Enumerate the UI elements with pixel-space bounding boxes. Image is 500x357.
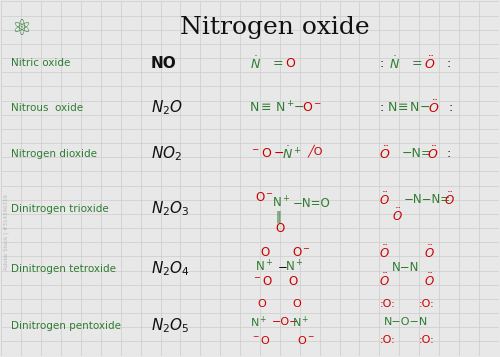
Text: N: N xyxy=(388,101,398,114)
Text: =: = xyxy=(412,57,422,70)
Text: $N_2O_4$: $N_2O_4$ xyxy=(150,260,190,278)
Text: −O−: −O− xyxy=(272,317,299,327)
Text: $\ddot{O}$: $\ddot{O}$ xyxy=(444,191,454,208)
Text: $\ddot{O}$: $\ddot{O}$ xyxy=(424,245,435,261)
Text: ╱O: ╱O xyxy=(307,144,322,157)
Text: $\ddot{O}$: $\ddot{O}$ xyxy=(424,55,436,72)
Text: $\ddot{O}$: $\ddot{O}$ xyxy=(426,145,438,162)
Text: N$^+$: N$^+$ xyxy=(255,260,274,275)
Text: N$^+$: N$^+$ xyxy=(275,100,294,115)
Text: O$^-$: O$^-$ xyxy=(292,246,312,260)
Text: Dinitrogen tetroxide: Dinitrogen tetroxide xyxy=(12,264,117,274)
Text: $^-$O: $^-$O xyxy=(251,334,271,346)
Text: Nitrous  oxide: Nitrous oxide xyxy=(12,103,84,113)
Text: N$^+$: N$^+$ xyxy=(272,196,291,211)
Text: :: : xyxy=(449,101,453,114)
Text: N: N xyxy=(410,101,420,114)
Text: :O:: :O: xyxy=(380,299,395,309)
Text: Dinitrogen trioxide: Dinitrogen trioxide xyxy=(12,203,109,213)
Text: :: : xyxy=(446,147,450,160)
Text: Adobe Stock | #314346316: Adobe Stock | #314346316 xyxy=(4,193,10,270)
Text: −: − xyxy=(294,101,304,114)
Text: O: O xyxy=(285,57,294,70)
Text: Nitrogen dioxide: Nitrogen dioxide xyxy=(12,149,98,159)
Text: O: O xyxy=(288,275,298,288)
Text: O$^-$: O$^-$ xyxy=(302,101,322,114)
Text: $\ddot{O}$: $\ddot{O}$ xyxy=(380,191,390,208)
Text: $N_2O_5$: $N_2O_5$ xyxy=(150,316,189,335)
Text: $\dot{N}$: $\dot{N}$ xyxy=(389,55,400,72)
Text: N−O−N: N−O−N xyxy=(384,317,428,327)
Text: :O:: :O: xyxy=(419,299,435,309)
Text: −: − xyxy=(278,261,287,273)
Text: Nitric oxide: Nitric oxide xyxy=(12,59,70,69)
Text: ≡: ≡ xyxy=(398,101,408,114)
Text: :: : xyxy=(380,101,384,114)
Text: $\ddot{O}$: $\ddot{O}$ xyxy=(428,99,440,116)
Text: −N=O: −N=O xyxy=(292,197,330,210)
Text: O: O xyxy=(258,299,266,309)
Text: :: : xyxy=(446,57,450,70)
Text: −: − xyxy=(420,101,430,114)
Text: :: : xyxy=(380,57,384,70)
Text: $^-$O: $^-$O xyxy=(252,275,274,288)
Text: $\ddot{O}$: $\ddot{O}$ xyxy=(424,273,435,290)
Text: N−N: N−N xyxy=(392,261,419,273)
Text: $\ddot{O}$: $\ddot{O}$ xyxy=(392,207,402,224)
Text: $N_2O_3$: $N_2O_3$ xyxy=(150,199,189,218)
Text: Dinitrogen pentoxide: Dinitrogen pentoxide xyxy=(12,321,122,331)
Text: NO: NO xyxy=(150,56,176,71)
Text: O: O xyxy=(276,222,285,235)
Text: Nitrogen oxide: Nitrogen oxide xyxy=(180,16,370,39)
Text: −N=: −N= xyxy=(402,147,432,160)
Text: =: = xyxy=(272,57,283,70)
Text: N$^+$: N$^+$ xyxy=(292,314,310,330)
Text: −N−N=: −N−N= xyxy=(404,193,452,206)
Text: N$^+$: N$^+$ xyxy=(285,260,304,275)
Text: O: O xyxy=(260,246,269,260)
Text: $\dot{N}$$^+$: $\dot{N}$$^+$ xyxy=(282,145,302,162)
Text: ≡: ≡ xyxy=(261,101,272,114)
Text: $\ddot{O}$: $\ddot{O}$ xyxy=(380,273,390,290)
Text: ⚛: ⚛ xyxy=(12,19,32,39)
Text: ‖: ‖ xyxy=(276,211,281,224)
Text: −: − xyxy=(274,147,284,160)
Text: N$^+$: N$^+$ xyxy=(250,314,268,330)
Text: O: O xyxy=(292,299,301,309)
Text: :O:: :O: xyxy=(380,335,395,345)
Text: O$^-$: O$^-$ xyxy=(255,191,274,205)
Text: $\dot{N}$: $\dot{N}$ xyxy=(250,55,261,72)
Text: $NO_2$: $NO_2$ xyxy=(150,144,182,163)
Text: $N_2O$: $N_2O$ xyxy=(150,98,182,117)
Text: O$^-$: O$^-$ xyxy=(297,334,315,346)
Text: $^-$O: $^-$O xyxy=(250,147,272,160)
Text: :O:: :O: xyxy=(419,335,435,345)
Text: $\ddot{O}$: $\ddot{O}$ xyxy=(380,245,390,261)
Text: N: N xyxy=(250,101,260,114)
Text: $\ddot{O}$: $\ddot{O}$ xyxy=(380,145,390,162)
